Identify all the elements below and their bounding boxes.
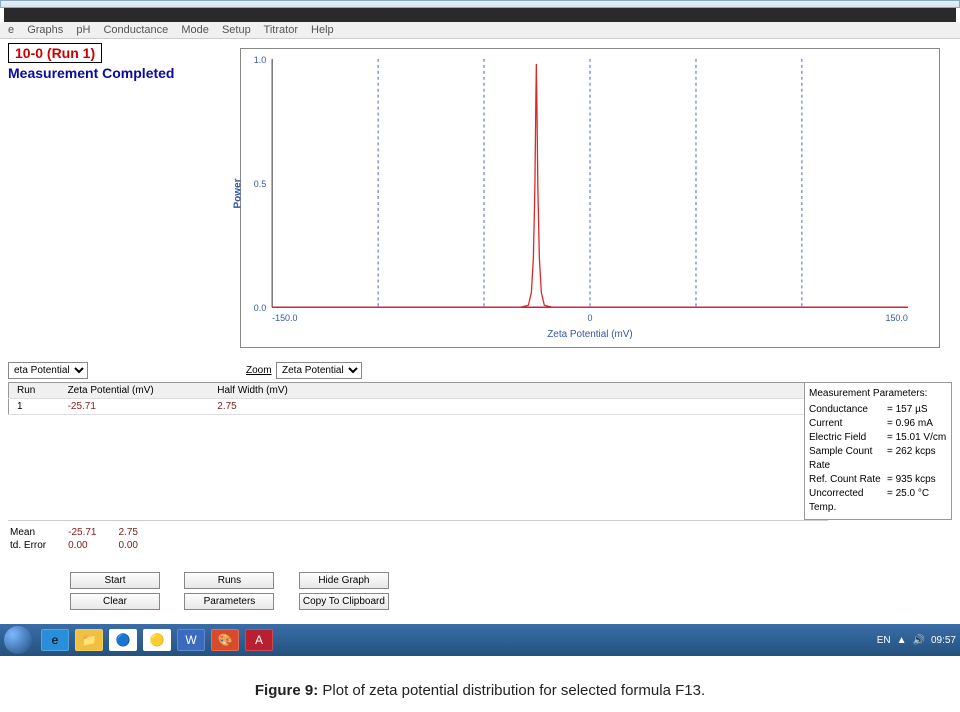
tray-time: 09:57 bbox=[931, 635, 956, 646]
menu-item[interactable]: Setup bbox=[222, 24, 251, 36]
menu-item[interactable]: Mode bbox=[181, 24, 209, 36]
runs-button[interactable]: Runs bbox=[184, 572, 274, 589]
button-row: Start Runs Hide Graph Clear Parameters C… bbox=[60, 570, 399, 612]
taskbar-icon[interactable]: W bbox=[177, 629, 205, 651]
menubar: e Graphs pH Conductance Mode Setup Titra… bbox=[0, 22, 960, 39]
col-header: Half Width (mV) bbox=[209, 383, 336, 399]
menu-item[interactable]: pH bbox=[76, 24, 90, 36]
parameters-button[interactable]: Parameters bbox=[184, 593, 274, 610]
xtick-label: -150.0 bbox=[272, 313, 297, 323]
tray-icon[interactable]: ▲ bbox=[897, 635, 907, 646]
start-button[interactable]: Start bbox=[70, 572, 160, 589]
clear-button[interactable]: Clear bbox=[70, 593, 160, 610]
copy-clipboard-button[interactable]: Copy To Clipboard bbox=[299, 593, 389, 610]
window-titlebar bbox=[4, 8, 956, 22]
xtick-label: 0 bbox=[588, 313, 593, 323]
dropdown-left[interactable]: eta Potential bbox=[8, 362, 88, 379]
taskbar-icon[interactable]: 🎨 bbox=[211, 629, 239, 651]
dropdown-zoom[interactable]: Zeta Potential bbox=[276, 362, 362, 379]
taskbar-icon[interactable]: 🟡 bbox=[143, 629, 171, 651]
taskbar-icon[interactable]: 📁 bbox=[75, 629, 103, 651]
start-orb-icon[interactable] bbox=[4, 626, 32, 654]
summary-stats: Mean -25.71 2.75 td. Error 0.00 0.00 bbox=[8, 520, 828, 553]
tray-lang[interactable]: EN bbox=[877, 635, 891, 646]
ytick-label: 0.5 bbox=[254, 179, 266, 189]
col-header: Zeta Potential (mV) bbox=[60, 383, 210, 399]
tray-icon[interactable]: 🔊 bbox=[913, 635, 925, 646]
menu-item[interactable]: Help bbox=[311, 24, 334, 36]
menu-item[interactable]: Conductance bbox=[103, 24, 168, 36]
menu-item[interactable]: e bbox=[8, 24, 14, 36]
figure-caption: Figure 9: Plot of zeta potential distrib… bbox=[0, 682, 960, 700]
xtick-label: 150.0 bbox=[885, 313, 907, 323]
x-axis-label: Zeta Potential (mV) bbox=[547, 329, 632, 340]
run-title: 10-0 (Run 1) bbox=[8, 43, 102, 63]
taskbar[interactable]: e 📁 🔵 🟡 W 🎨 A EN ▲ 🔊 09:57 bbox=[0, 624, 960, 656]
ytick-label: 1.0 bbox=[254, 55, 266, 65]
window-top-frame bbox=[0, 0, 960, 8]
hide-graph-button[interactable]: Hide Graph bbox=[299, 572, 389, 589]
params-header: Measurement Parameters: bbox=[809, 387, 947, 401]
taskbar-icon[interactable]: 🔵 bbox=[109, 629, 137, 651]
measurement-parameters: Measurement Parameters: Conductance= 157… bbox=[804, 382, 952, 520]
menu-item[interactable]: Graphs bbox=[27, 24, 63, 36]
table-row: 1 -25.71 2.75 bbox=[9, 399, 828, 415]
chart-zeta-potential: Power 1.0 0.5 0.0 -150.0 0 bbox=[240, 48, 940, 348]
chart-svg: 1.0 0.5 0.0 -150.0 0 150.0 Zeta Potentia… bbox=[241, 49, 939, 347]
system-tray[interactable]: EN ▲ 🔊 09:57 bbox=[877, 635, 956, 646]
results-table: Run Zeta Potential (mV) Half Width (mV) … bbox=[8, 382, 828, 415]
y-axis-label: Power bbox=[233, 178, 244, 208]
menu-item[interactable]: Titrator bbox=[264, 24, 298, 36]
ytick-label: 0.0 bbox=[254, 303, 266, 313]
taskbar-icon[interactable]: A bbox=[245, 629, 273, 651]
zoom-label: Zoom bbox=[246, 365, 272, 376]
taskbar-icon[interactable]: e bbox=[41, 629, 69, 651]
col-header: Run bbox=[9, 383, 60, 399]
